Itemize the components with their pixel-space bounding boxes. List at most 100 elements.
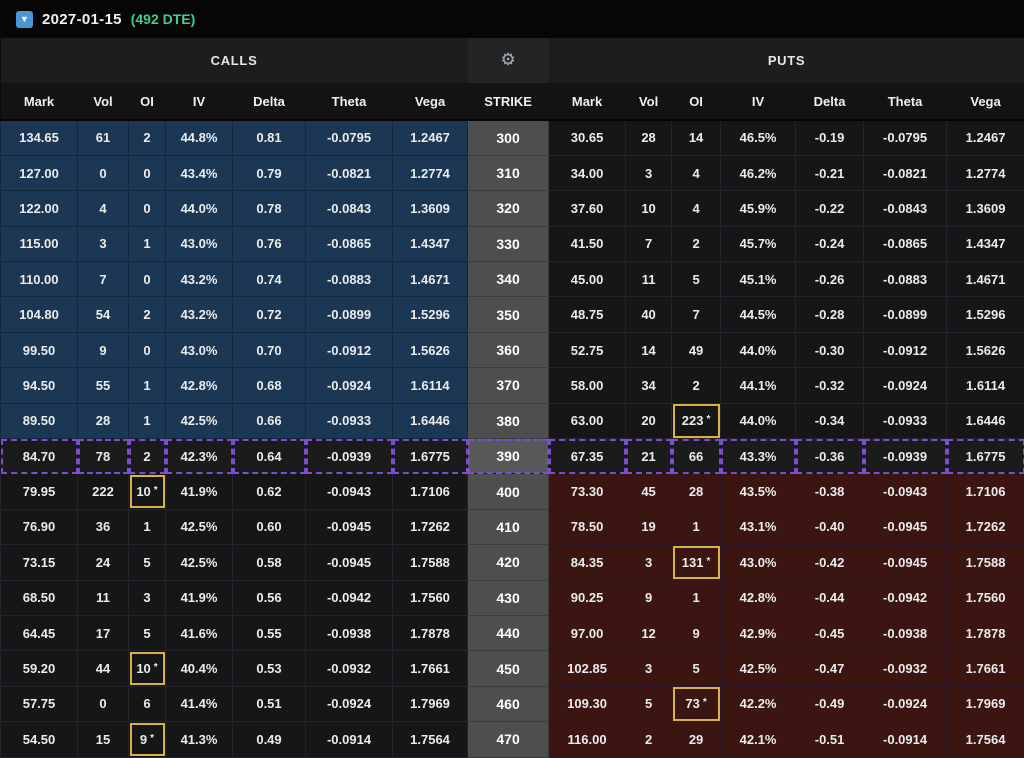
call-mark-cell[interactable]: 68.50 (0, 579, 78, 616)
put-vega-cell[interactable]: 1.2774 (946, 154, 1024, 192)
call-delta-cell[interactable]: 0.62 (232, 473, 306, 510)
call-delta-cell[interactable]: 0.79 (232, 154, 306, 192)
call-oi-cell[interactable]: 2 (128, 119, 166, 156)
put-theta-cell[interactable]: -0.0843 (863, 190, 948, 227)
put-vol-cell[interactable]: 45 (625, 473, 673, 510)
call-vega-cell[interactable]: 1.5626 (391, 331, 469, 369)
put-oi-cell[interactable]: 49 (671, 331, 722, 369)
put-theta-cell[interactable]: -0.0899 (863, 296, 948, 333)
put-delta-cell[interactable]: -0.51 (795, 721, 865, 758)
put-oi-cell[interactable]: 4 (671, 154, 722, 192)
put-vol-cell[interactable]: 9 (625, 579, 673, 616)
put-vol-cell[interactable]: 20 (625, 402, 673, 440)
call-mark-cell[interactable]: 79.95 (0, 473, 78, 510)
call-iv-cell[interactable]: 42.3% (165, 438, 233, 475)
put-theta-cell[interactable]: -0.0865 (863, 225, 948, 263)
call-delta-cell[interactable]: 0.49 (232, 721, 306, 758)
call-theta-cell[interactable]: -0.0939 (305, 438, 393, 475)
call-mark-cell[interactable]: 134.65 (0, 119, 78, 156)
call-iv-cell[interactable]: 43.0% (165, 331, 233, 369)
put-iv-cell[interactable]: 46.5% (720, 119, 797, 156)
put-theta-cell[interactable]: -0.0939 (863, 438, 948, 475)
put-iv-cell[interactable]: 42.9% (720, 614, 797, 652)
call-oi-cell[interactable]: 6 (128, 685, 166, 723)
put-vega-cell[interactable]: 1.7262 (946, 508, 1024, 546)
put-vega-cell[interactable]: 1.6114 (946, 367, 1024, 404)
put-iv-cell[interactable]: 45.9% (720, 190, 797, 227)
put-mark-cell[interactable]: 78.50 (548, 508, 627, 546)
call-oi-cell[interactable]: 1 (128, 402, 166, 440)
call-theta-cell[interactable]: -0.0912 (305, 331, 393, 369)
put-iv-cell[interactable]: 43.1% (720, 508, 797, 546)
put-delta-cell[interactable]: -0.32 (795, 367, 865, 404)
put-delta-cell[interactable]: -0.19 (795, 119, 865, 156)
call-oi-cell[interactable]: 0 (128, 261, 166, 298)
call-delta-cell[interactable]: 0.72 (232, 296, 306, 333)
call-delta-cell[interactable]: 0.70 (232, 331, 306, 369)
put-vega-cell[interactable]: 1.2467 (946, 119, 1024, 156)
put-delta-cell[interactable]: -0.45 (795, 614, 865, 652)
call-mark-cell[interactable]: 127.00 (0, 154, 78, 192)
put-mark-cell[interactable]: 30.65 (548, 119, 627, 156)
call-vol-cell[interactable]: 61 (77, 119, 129, 156)
call-theta-cell[interactable]: -0.0938 (305, 614, 393, 652)
put-oi-cell[interactable]: 2 (671, 225, 722, 263)
call-iv-cell[interactable]: 43.0% (165, 225, 233, 263)
call-mark-cell[interactable]: 89.50 (0, 402, 78, 440)
put-vega-cell[interactable]: 1.4347 (946, 225, 1024, 263)
call-delta-cell[interactable]: 0.64 (232, 438, 306, 475)
put-mark-cell[interactable]: 67.35 (548, 438, 627, 475)
put-vega-cell[interactable]: 1.7106 (946, 473, 1024, 510)
call-theta-cell[interactable]: -0.0914 (305, 721, 393, 758)
put-vega-cell[interactable]: 1.5626 (946, 331, 1024, 369)
put-theta-cell[interactable]: -0.0942 (863, 579, 948, 616)
put-delta-cell[interactable]: -0.30 (795, 331, 865, 369)
call-oi-cell[interactable]: 5 (128, 544, 166, 581)
call-iv-cell[interactable]: 41.3% (165, 721, 233, 758)
call-mark-cell[interactable]: 59.20 (0, 650, 78, 687)
call-vol-cell[interactable]: 36 (77, 508, 129, 546)
put-oi-cell[interactable]: 29 (671, 721, 722, 758)
call-theta-cell[interactable]: -0.0821 (305, 154, 393, 192)
put-theta-cell[interactable]: -0.0795 (863, 119, 948, 156)
put-theta-cell[interactable]: -0.0938 (863, 614, 948, 652)
call-oi-cell[interactable]: 10 * (128, 473, 166, 510)
put-delta-cell[interactable]: -0.49 (795, 685, 865, 723)
call-vega-cell[interactable]: 1.5296 (391, 296, 469, 333)
call-vega-cell[interactable]: 1.2774 (391, 154, 469, 192)
call-vol-cell[interactable]: 222 (77, 473, 129, 510)
call-oi-cell[interactable]: 2 (128, 438, 166, 475)
call-theta-cell[interactable]: -0.0932 (305, 650, 393, 687)
put-mark-cell[interactable]: 97.00 (548, 614, 627, 652)
call-vol-cell[interactable]: 24 (77, 544, 129, 581)
put-theta-cell[interactable]: -0.0924 (863, 685, 948, 723)
put-delta-cell[interactable]: -0.21 (795, 154, 865, 192)
put-oi-cell[interactable]: 4 (671, 190, 722, 227)
call-theta-cell[interactable]: -0.0865 (305, 225, 393, 263)
put-mark-cell[interactable]: 116.00 (548, 721, 627, 758)
call-vega-cell[interactable]: 1.6775 (391, 438, 469, 475)
call-vega-cell[interactable]: 1.7661 (391, 650, 469, 687)
put-mark-cell[interactable]: 34.00 (548, 154, 627, 192)
call-iv-cell[interactable]: 41.4% (165, 685, 233, 723)
put-vega-cell[interactable]: 1.3609 (946, 190, 1024, 227)
call-iv-cell[interactable]: 43.2% (165, 296, 233, 333)
put-iv-cell[interactable]: 42.1% (720, 721, 797, 758)
call-mark-cell[interactable]: 104.80 (0, 296, 78, 333)
call-vol-cell[interactable]: 54 (77, 296, 129, 333)
put-vol-cell[interactable]: 19 (625, 508, 673, 546)
call-vega-cell[interactable]: 1.2467 (391, 119, 469, 156)
call-theta-cell[interactable]: -0.0942 (305, 579, 393, 616)
call-iv-cell[interactable]: 44.0% (165, 190, 233, 227)
call-mark-cell[interactable]: 57.75 (0, 685, 78, 723)
call-vol-cell[interactable]: 9 (77, 331, 129, 369)
put-oi-cell[interactable]: 1 (671, 508, 722, 546)
call-delta-cell[interactable]: 0.51 (232, 685, 306, 723)
call-oi-cell[interactable]: 1 (128, 225, 166, 263)
call-iv-cell[interactable]: 42.8% (165, 367, 233, 404)
call-vol-cell[interactable]: 0 (77, 154, 129, 192)
call-theta-cell[interactable]: -0.0899 (305, 296, 393, 333)
put-mark-cell[interactable]: 45.00 (548, 261, 627, 298)
call-mark-cell[interactable]: 110.00 (0, 261, 78, 298)
call-vega-cell[interactable]: 1.7588 (391, 544, 469, 581)
